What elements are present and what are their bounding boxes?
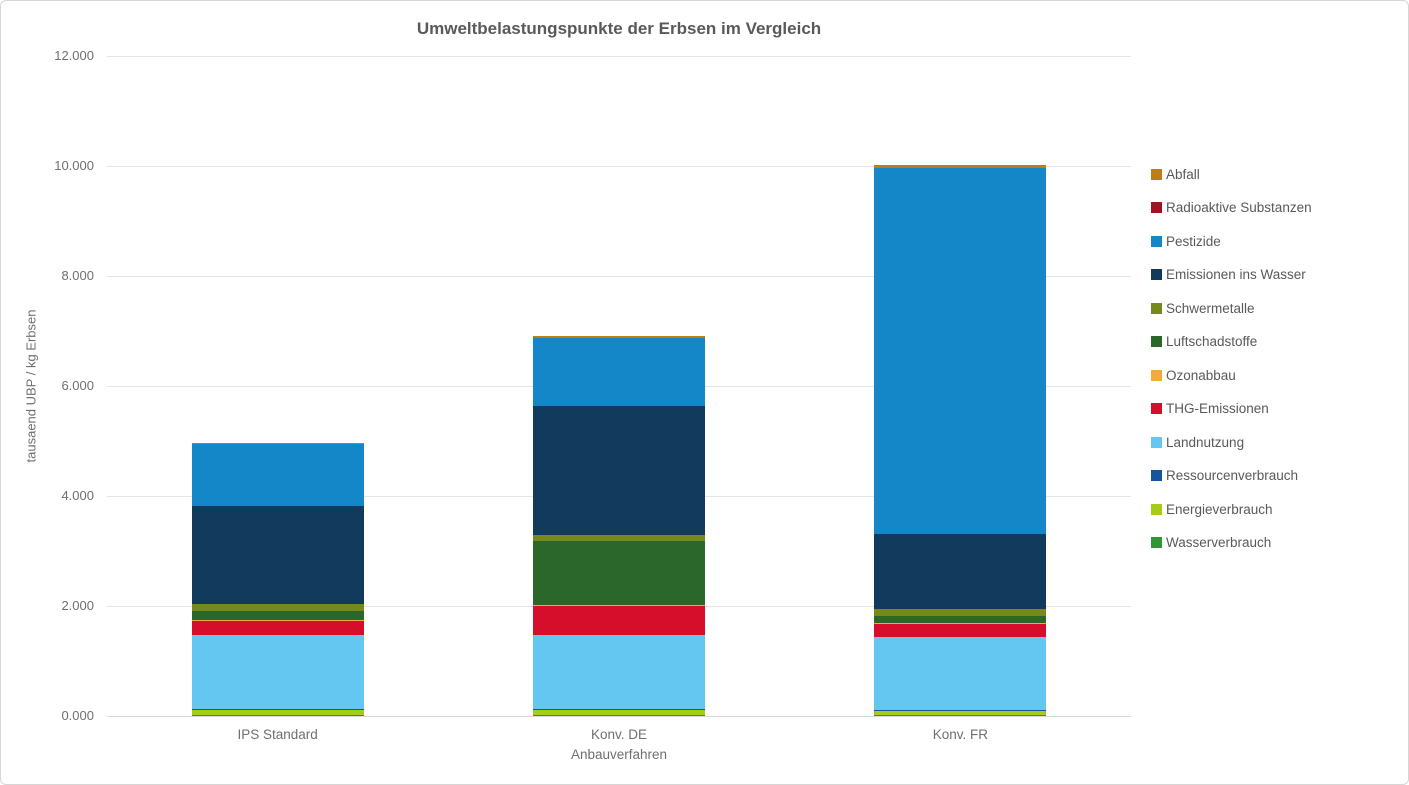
gridline [107, 56, 1131, 57]
gridline [107, 276, 1131, 277]
legend-swatch-icon [1151, 168, 1162, 180]
legend-swatch-icon [1151, 269, 1162, 280]
legend-label: Landnutzung [1166, 434, 1245, 450]
legend-swatch-icon [1151, 436, 1162, 448]
legend-item: Ressourcenverbrauch [1151, 468, 1299, 483]
legend-item: Luftschadstoffe [1151, 334, 1258, 349]
bar-segment [191, 443, 364, 444]
bar-segment [191, 620, 364, 635]
legend-item: Ozonabbau [1151, 367, 1236, 383]
gridline [107, 716, 1131, 717]
x-tick-label: Konv. DE [590, 727, 648, 742]
y-tick-label: 12.000 [54, 48, 94, 63]
legend-item: Radioaktive Substanzen [1151, 200, 1312, 215]
bar-segment [874, 623, 1047, 637]
legend-item: Emissionen ins Wasser [1151, 267, 1306, 282]
bar-segment [191, 634, 364, 710]
bar-segment [533, 335, 705, 338]
bar-segment [874, 533, 1047, 609]
legend-label: Abfall [1166, 166, 1200, 182]
legend-label: Emissionen ins Wasser [1166, 267, 1306, 282]
bar-segment [533, 405, 705, 536]
legend-swatch-icon [1151, 537, 1162, 548]
bar-segment [874, 636, 1047, 710]
legend-swatch-icon [1151, 503, 1162, 515]
legend-item: Wasserverbrauch [1151, 535, 1272, 550]
bar-segment [533, 715, 705, 716]
bar-segment [191, 709, 364, 710]
legend-label: THG-Emissionen [1166, 401, 1269, 416]
bar-segment [533, 535, 705, 542]
bar-segment [874, 165, 1047, 168]
legend-label: Schwermetalle [1166, 300, 1255, 316]
bar-segment [191, 443, 364, 506]
x-tick-label: Konv. FR [932, 727, 988, 742]
legend-swatch-icon [1151, 202, 1162, 213]
gridline [107, 166, 1131, 167]
y-tick-label: 6.000 [61, 378, 94, 393]
y-tick-label: 4.000 [61, 488, 94, 503]
bar-segment [874, 167, 1047, 534]
legend-swatch-icon [1151, 403, 1162, 414]
bar-segment [191, 620, 364, 621]
bar-segment [533, 604, 705, 606]
y-tick-label: 0.000 [61, 708, 94, 723]
legend-label: Wasserverbrauch [1166, 535, 1272, 550]
bar-segment [533, 709, 705, 710]
bar-segment [874, 715, 1047, 716]
y-tick-label: 8.000 [61, 268, 94, 283]
legend-label: Luftschadstoffe [1166, 334, 1258, 349]
bar-segment [874, 710, 1047, 716]
chart-title: Umweltbelastungspunkte der Erbsen im Ver… [416, 19, 822, 38]
bar-segment [191, 715, 364, 716]
legend-label: Pestizide [1166, 233, 1221, 249]
legend-item: Energieverbrauch [1151, 501, 1273, 517]
legend-label: Radioaktive Substanzen [1166, 200, 1312, 215]
legend-swatch-icon [1151, 470, 1162, 481]
legend-swatch-icon [1151, 336, 1162, 347]
bar-segment [191, 505, 364, 605]
bar-segment [874, 709, 1047, 711]
legend-item: Pestizide [1151, 233, 1221, 249]
y-tick-label: 2.000 [61, 598, 94, 613]
bar-segment [191, 709, 364, 716]
legend-item: Landnutzung [1151, 434, 1245, 450]
x-tick-label: IPS Standard [237, 727, 318, 742]
bar-segment [533, 605, 705, 635]
bar-segment [874, 616, 1047, 624]
bar-segment [874, 608, 1047, 617]
legend-item: Schwermetalle [1151, 300, 1255, 316]
bar-segment [533, 634, 705, 710]
legend-swatch-icon [1151, 302, 1162, 314]
legend-label: Ressourcenverbrauch [1166, 468, 1299, 483]
legend-item: THG-Emissionen [1151, 401, 1269, 416]
legend-label: Energieverbrauch [1166, 501, 1273, 517]
bar-segment [533, 709, 705, 716]
legend-label: Ozonabbau [1166, 367, 1236, 383]
bar-segment [533, 337, 705, 406]
y-tick-label: 10.000 [54, 158, 94, 173]
bar-segment [533, 541, 705, 605]
bar-segment [874, 623, 1047, 624]
legend-item: Abfall [1151, 166, 1200, 182]
bar-segment [191, 604, 364, 611]
bar-segment [191, 610, 364, 621]
legend-swatch-icon [1151, 235, 1162, 247]
legend-swatch-icon [1151, 369, 1162, 381]
x-axis-title: Anbauverfahren [570, 747, 668, 762]
